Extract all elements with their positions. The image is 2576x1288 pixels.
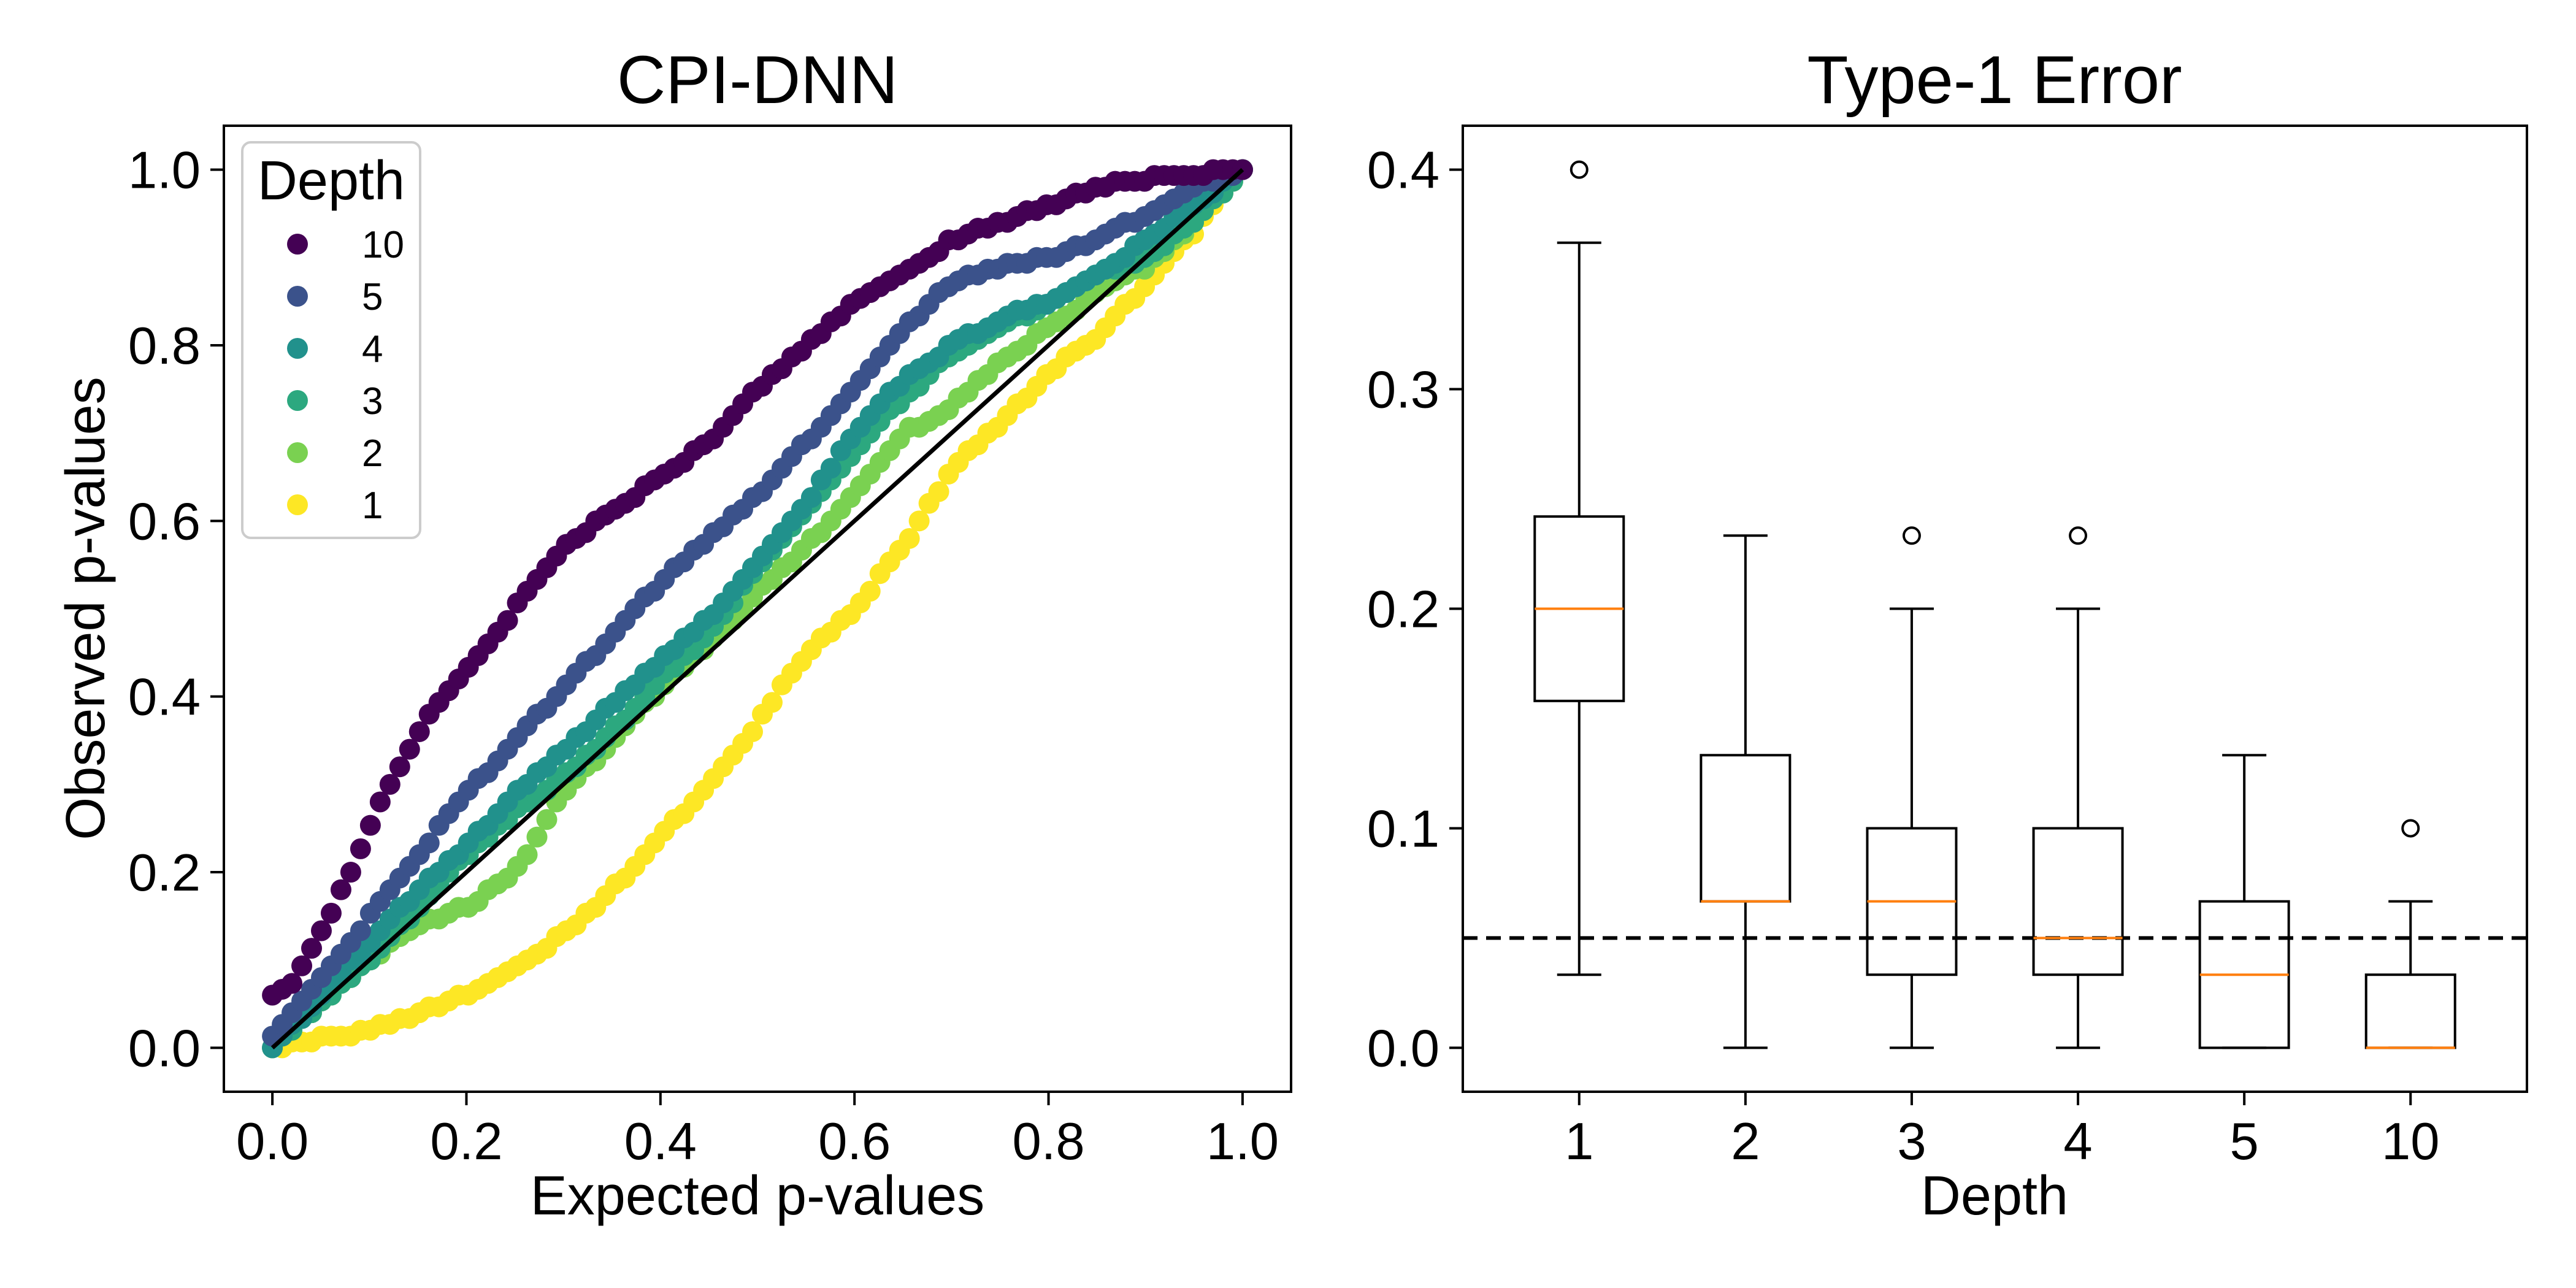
legend-entry-5: 5 [287,276,383,318]
right-x-tick-label: 4 [2063,1113,2092,1171]
legend-marker [287,442,308,463]
series-10-point [408,721,430,742]
legend-label: 4 [362,328,383,370]
right-y-tick-label: 0.1 [1367,800,1439,858]
series-10-point [399,738,420,760]
legend-marker [287,390,308,411]
series-10-point [301,938,323,959]
legend-label: 2 [362,432,383,475]
left-x-tick-label: 0.2 [430,1113,502,1171]
series-10-point [350,838,371,859]
iqr-box [2032,827,2124,976]
left-x-tick-label: 1.0 [1206,1113,1279,1171]
series-2-point [516,844,538,865]
left-x-tick-label: 0.8 [1012,1113,1084,1171]
series-2-point [526,826,548,848]
legend-marker [287,286,308,307]
box-depth-4 [2032,526,2124,1049]
left-x-tick-label: 0.6 [818,1113,891,1171]
right-x-tick-label: 3 [1897,1113,1926,1171]
cpi-dnn-chart: CPI-DNN 0.0 0.2 0.4 0.6 0.8 1.0 0.0 0.2 0.4 0.6 0.… [55,42,1292,1227]
legend-label: 5 [362,276,383,318]
right-x-tick-label: 1 [1565,1113,1593,1171]
series-1-point [761,692,783,713]
right-y-tick-label: 0.0 [1367,1019,1439,1078]
left-y-tick-label: 0.2 [128,844,201,902]
right-x-axis-label: Depth [1921,1165,2068,1227]
outlier-point [2069,526,2088,545]
series-4-point [820,458,841,479]
legend-title: Depth [258,150,405,212]
left-y-axis-label: Observed p-values [55,377,117,840]
legend-entry-4: 4 [287,328,383,370]
left-y-tick-label: 0.4 [128,669,201,727]
outlier-point [1902,526,1921,545]
diagonal-reference-line [270,167,1244,1050]
series-1-point [928,481,949,502]
right-y-tick-label: 0.4 [1367,142,1439,200]
legend-entry-10: 10 [287,224,404,266]
box-depth-1 [1533,160,1625,976]
series-10-point [340,862,361,883]
box-depth-3 [1866,526,1958,1049]
box-depth-10 [2364,819,2456,1049]
series-1-point [908,510,930,532]
legend-entry-2: 2 [287,432,383,475]
left-plot-frame [223,125,1292,1093]
series-5-point [418,832,440,854]
series-10-point [497,610,518,631]
right-x-tick-label: 2 [1731,1113,1760,1171]
right-chart-title: Type-1 Error [1807,42,2182,118]
series-10-point [389,756,410,778]
legend: Depth 10 5 4 3 2 1 [241,141,421,539]
series-1-point [859,580,881,602]
legend-marker [287,494,308,515]
series-1-point [742,721,764,742]
left-x-tick-label: 0.4 [624,1113,697,1171]
series-5-point [350,920,371,941]
box-depth-5 [2198,754,2290,1049]
series-2-point [536,809,558,830]
left-y-tick-label: 0.6 [128,493,201,551]
series-10-point [310,920,332,941]
legend-label: 3 [362,380,383,423]
series-10-point [369,791,391,813]
right-y-tick-label: 0.2 [1367,581,1439,639]
legend-label: 1 [362,485,383,527]
legend-frame [241,141,421,539]
legend-entry-3: 3 [287,380,383,423]
series-10-point [282,973,303,994]
series-10-point [320,902,342,924]
right-plot-frame [1462,125,2528,1093]
series-10-point [359,815,381,836]
series-10-point [379,773,401,795]
series-10-points [262,159,1253,1006]
series-10-point [291,955,313,976]
right-x-tick-label: 5 [2230,1113,2259,1171]
right-y-tick-label: 0.3 [1367,361,1439,420]
series-4-point [800,487,822,508]
left-y-tick-label: 0.0 [128,1019,201,1078]
legend-marker [287,338,308,359]
left-x-tick-label: 0.0 [236,1113,309,1171]
left-y-tick-label: 0.8 [128,317,201,375]
box-depth-2 [1700,534,1792,1049]
outlier-point [1570,160,1589,179]
series-10-point [330,879,351,900]
series-1-point [899,527,920,549]
legend-marker [287,234,308,255]
series-4-points [262,159,1253,1059]
legend-label: 10 [362,224,404,266]
right-x-tick-label: 10 [2382,1113,2440,1171]
left-x-axis-label: Expected p-values [531,1165,984,1227]
outlier-point [2401,819,2420,838]
type1-error-chart: Type-1 Error 0.0 0.1 0.2 0.3 0.4 1 2 3 4 5 10 Dept… [1367,42,2528,1227]
legend-entry-1: 1 [287,485,383,527]
left-y-tick-label: 1.0 [128,142,201,200]
left-chart-title: CPI-DNN [617,42,898,118]
